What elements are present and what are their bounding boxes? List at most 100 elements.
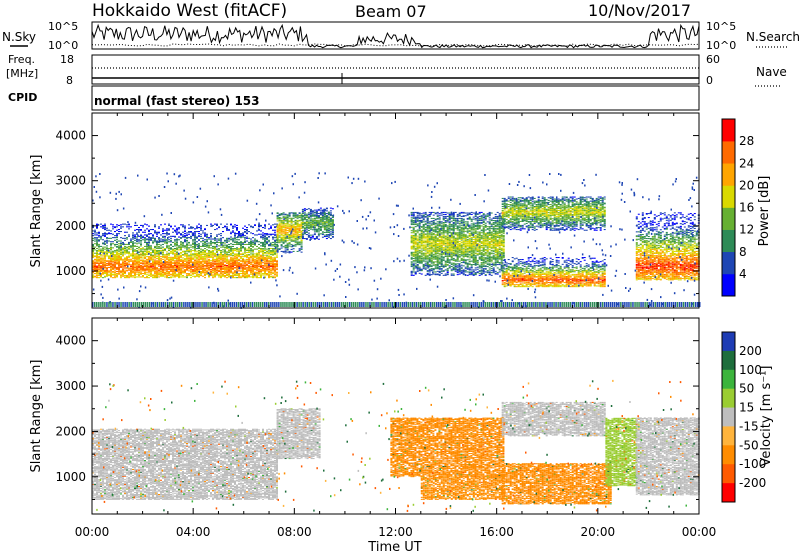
power-cell: [106, 248, 108, 250]
power-cell: [196, 272, 198, 274]
power-cell: [412, 214, 415, 216]
power-cell: [128, 228, 130, 230]
power-cell: [190, 244, 192, 246]
power-cell: [198, 266, 200, 268]
power-cell: [288, 236, 291, 238]
power-cell: [414, 257, 417, 259]
power-cell: [186, 237, 188, 239]
power-cell: [96, 255, 98, 257]
power-cell: [300, 242, 303, 244]
power-cell: [158, 259, 160, 261]
power-cell: [200, 253, 202, 255]
power-cell: [192, 262, 194, 264]
power-cell: [124, 257, 126, 259]
power-cell: [416, 220, 419, 222]
power-cell: [216, 272, 218, 274]
power-cell: [174, 225, 176, 227]
power-cell: [150, 239, 152, 241]
power-cell: [410, 215, 413, 217]
power-cell: [162, 256, 164, 258]
power-cell: [288, 229, 291, 231]
power-cell: [174, 260, 176, 262]
power-cell: [246, 276, 248, 278]
power-cell: [296, 242, 299, 244]
power-cell: [132, 262, 134, 264]
power-cell: [298, 219, 301, 221]
power-cell: [180, 247, 182, 249]
power-cell: [264, 268, 266, 270]
power-cell: [282, 219, 285, 221]
power-cell: [194, 250, 196, 252]
power-cell: [118, 273, 120, 275]
power-cell: [188, 231, 190, 233]
power-cell: [168, 229, 170, 231]
power-cell: [323, 221, 326, 223]
power-cell: [410, 266, 413, 268]
power-cell: [140, 242, 142, 244]
power-cell: [100, 248, 102, 250]
power-cell: [276, 262, 278, 264]
power-cell: [190, 250, 192, 252]
power-cell: [329, 221, 332, 223]
power-cell: [410, 230, 413, 232]
power-cell: [188, 224, 190, 226]
power-cell: [140, 264, 142, 266]
power-cell: [317, 222, 320, 224]
power-cell: [232, 239, 234, 241]
power-cell: [116, 276, 118, 278]
power-cell: [307, 227, 310, 229]
power-cell: [292, 250, 295, 252]
power-cell: [232, 267, 234, 269]
power-cell: [252, 259, 254, 261]
power-cell: [309, 208, 312, 210]
power-cell: [234, 273, 236, 275]
power-cell: [282, 236, 285, 238]
power-cell: [222, 231, 224, 233]
power-cell: [92, 256, 94, 258]
power-cell: [424, 244, 427, 246]
power-cell: [274, 254, 276, 256]
power-cell: [194, 254, 196, 256]
power-cell: [307, 213, 310, 215]
power-cell: [98, 250, 100, 252]
power-cell: [260, 233, 262, 235]
power-cell: [331, 219, 334, 221]
power-cell: [120, 250, 122, 252]
power-cell: [236, 254, 238, 256]
power-cell: [224, 275, 226, 277]
power-cell: [134, 273, 136, 275]
power-cell: [298, 227, 301, 229]
power-cell: [216, 263, 218, 265]
power-cell: [194, 246, 196, 248]
power-cell: [238, 275, 240, 277]
power-cell: [178, 276, 180, 278]
power-cell: [134, 265, 136, 267]
power-cell: [236, 262, 238, 264]
power-cell: [232, 275, 234, 277]
power-cell: [228, 251, 230, 253]
power-cell: [246, 260, 248, 262]
power-cell: [146, 248, 148, 250]
power-cell: [178, 231, 180, 233]
power-cell: [236, 257, 238, 259]
power-cell: [325, 234, 328, 236]
power-cell: [226, 271, 228, 273]
power-cell: [250, 250, 252, 252]
power-cell: [410, 224, 413, 226]
power-cell: [186, 269, 188, 271]
power-cell: [208, 264, 210, 266]
power-cell: [158, 256, 160, 258]
power-cell: [307, 226, 310, 228]
power-cell: [418, 259, 421, 261]
power-cell: [412, 213, 415, 215]
power-cell: [260, 270, 262, 272]
power-cell: [226, 259, 228, 261]
power-cell: [96, 269, 98, 271]
power-cell: [110, 233, 112, 235]
power-cell: [266, 258, 268, 260]
power-cell: [323, 225, 326, 227]
power-cell: [266, 237, 268, 239]
power-cell: [144, 271, 146, 273]
power-cell: [228, 261, 230, 263]
power-cell: [264, 276, 266, 278]
